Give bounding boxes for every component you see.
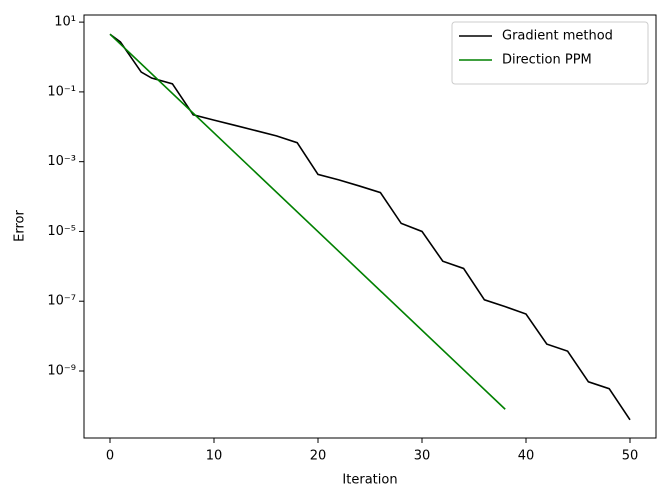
x-tick-label: 50 bbox=[622, 449, 639, 464]
x-tick-label: 20 bbox=[310, 449, 327, 464]
x-tick-label: 30 bbox=[414, 449, 431, 464]
line-series bbox=[109, 33, 506, 410]
y-tick-label: 10¹ bbox=[54, 15, 76, 30]
y-tick-label: 10⁻³ bbox=[47, 154, 76, 169]
y-tick-label: 10⁻⁷ bbox=[47, 294, 76, 309]
x-axis-label: Iteration bbox=[342, 473, 397, 488]
y-axis-label: Error bbox=[13, 210, 28, 242]
line-series bbox=[109, 33, 631, 421]
plot-frame bbox=[83, 14, 657, 439]
y-tick-label: 10⁻⁵ bbox=[47, 224, 76, 239]
x-tick-label: 10 bbox=[206, 449, 223, 464]
legend-label: Direction PPM bbox=[502, 53, 592, 68]
x-tick-label: 40 bbox=[518, 449, 535, 464]
y-tick-label: 10⁻¹ bbox=[47, 84, 76, 99]
x-tick-label: 0 bbox=[106, 449, 114, 464]
y-tick-label: 10⁻⁹ bbox=[47, 363, 76, 378]
legend-box bbox=[451, 21, 649, 85]
legend-label: Gradient method bbox=[502, 29, 613, 44]
